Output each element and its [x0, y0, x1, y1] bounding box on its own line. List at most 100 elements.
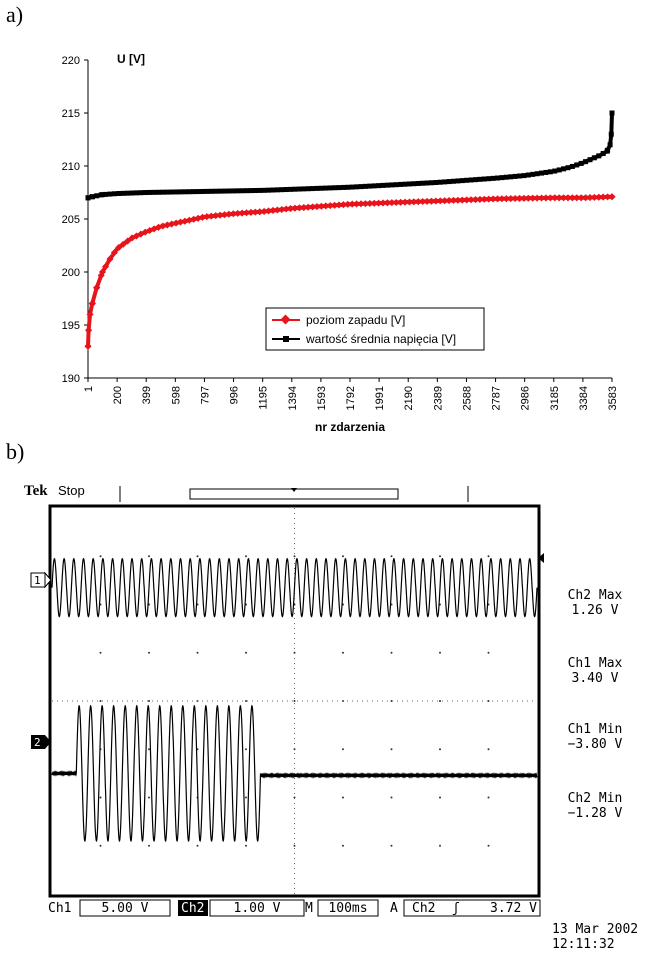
- x-tick-label: 2190: [403, 386, 415, 410]
- legend-label-2: wartość średnia napięcia [V]: [305, 332, 456, 346]
- data-point: [349, 184, 355, 190]
- data-point: [99, 192, 105, 198]
- data-point: [242, 209, 251, 217]
- svg-text:Ch1: Ch1: [48, 901, 71, 916]
- x-tick-label: 598: [170, 386, 182, 404]
- data-point: [380, 182, 386, 188]
- data-point: [495, 175, 501, 181]
- data-point: [410, 198, 418, 206]
- data-point: [361, 200, 369, 208]
- data-point: [251, 208, 259, 216]
- data-point: [565, 165, 571, 171]
- data-point: [213, 188, 219, 194]
- x-tick-label: 2787: [491, 386, 503, 410]
- data-point: [512, 173, 518, 179]
- data-point: [269, 206, 277, 214]
- data-point: [287, 204, 295, 213]
- data-point: [323, 185, 329, 191]
- data-point: [604, 193, 612, 201]
- data-point: [125, 190, 131, 196]
- data-point: [138, 190, 144, 196]
- data-point: [569, 163, 575, 169]
- data-point: [498, 195, 506, 203]
- data-point: [94, 193, 100, 199]
- data-point: [468, 177, 474, 183]
- data-point: [481, 176, 487, 182]
- data-point: [415, 180, 421, 186]
- data-point: [309, 203, 317, 211]
- data-point: [599, 193, 607, 201]
- status-bar: Ch1 5.00 V Ch2 1.00 V M 100ms A Ch2 ʃ 3.…: [48, 899, 541, 917]
- data-point: [515, 194, 524, 202]
- data-point: [432, 197, 440, 205]
- data-point: [216, 211, 224, 219]
- channel-1-waveform: [51, 557, 538, 618]
- data-point: [564, 194, 572, 202]
- waveforms: [51, 557, 538, 843]
- data-point: [458, 196, 466, 204]
- x-tick-label: 2588: [461, 386, 473, 410]
- data-point: [582, 194, 590, 202]
- data-point: [318, 185, 324, 191]
- data-point: [222, 188, 228, 194]
- data-point: [608, 193, 616, 201]
- data-point: [339, 201, 347, 209]
- x-tick-label: 1195: [258, 386, 270, 410]
- capture-date: 13 Mar 2002: [552, 922, 639, 937]
- x-tick-label: 1991: [374, 386, 386, 410]
- data-point: [561, 166, 567, 172]
- data-point: [459, 178, 465, 184]
- data-point: [270, 187, 276, 193]
- data-point: [604, 148, 610, 154]
- data-point: [252, 188, 258, 194]
- data-point: [169, 189, 175, 195]
- data-point: [288, 186, 294, 192]
- data-point: [314, 185, 320, 191]
- data-point: [596, 153, 602, 159]
- data-point: [436, 197, 444, 205]
- data-point: [273, 206, 281, 214]
- data-point: [555, 194, 563, 202]
- data-point: [260, 207, 268, 215]
- data-point: [191, 189, 197, 195]
- data-point: [353, 200, 361, 208]
- chart-axes: 190 195 200 205 210 215 220 1 200 399 598 797 996 119…: [62, 55, 619, 410]
- x-tick-label: 2389: [432, 386, 444, 410]
- data-point: [198, 213, 207, 221]
- y-tick-label: 190: [62, 373, 80, 385]
- data-point: [256, 208, 264, 216]
- data-point: [239, 188, 245, 194]
- data-point: [116, 190, 122, 196]
- data-point: [485, 195, 493, 203]
- svg-text:5.00 V: 5.00 V: [102, 901, 149, 916]
- svg-text:100ms: 100ms: [328, 901, 367, 916]
- data-point: [358, 184, 364, 190]
- data-point: [467, 196, 475, 204]
- data-point: [274, 187, 280, 193]
- data-point: [379, 199, 387, 207]
- data-point: [86, 310, 94, 318]
- y-tick-label: 200: [62, 267, 80, 279]
- data-point: [115, 243, 123, 251]
- data-point: [442, 179, 448, 185]
- data-point: [124, 237, 132, 245]
- data-point: [533, 194, 541, 202]
- data-point: [266, 187, 272, 193]
- data-point: [357, 200, 365, 208]
- data-point: [225, 210, 233, 218]
- data-point: [110, 249, 118, 257]
- data-point: [278, 205, 286, 214]
- data-point: [207, 212, 215, 220]
- data-point: [375, 199, 383, 207]
- data-point: [511, 194, 519, 203]
- data-point: [398, 181, 404, 187]
- data-point: [383, 199, 391, 207]
- measurement-value: −3.80 V: [567, 737, 623, 752]
- trigger-level-marker: [538, 553, 544, 563]
- data-point: [486, 176, 492, 182]
- data-point: [296, 186, 302, 192]
- x-tick-label: 3185: [549, 386, 561, 410]
- capture-timestamp: 13 Mar 2002 12:11:32: [552, 922, 638, 952]
- data-point: [586, 194, 594, 202]
- data-point: [103, 191, 109, 197]
